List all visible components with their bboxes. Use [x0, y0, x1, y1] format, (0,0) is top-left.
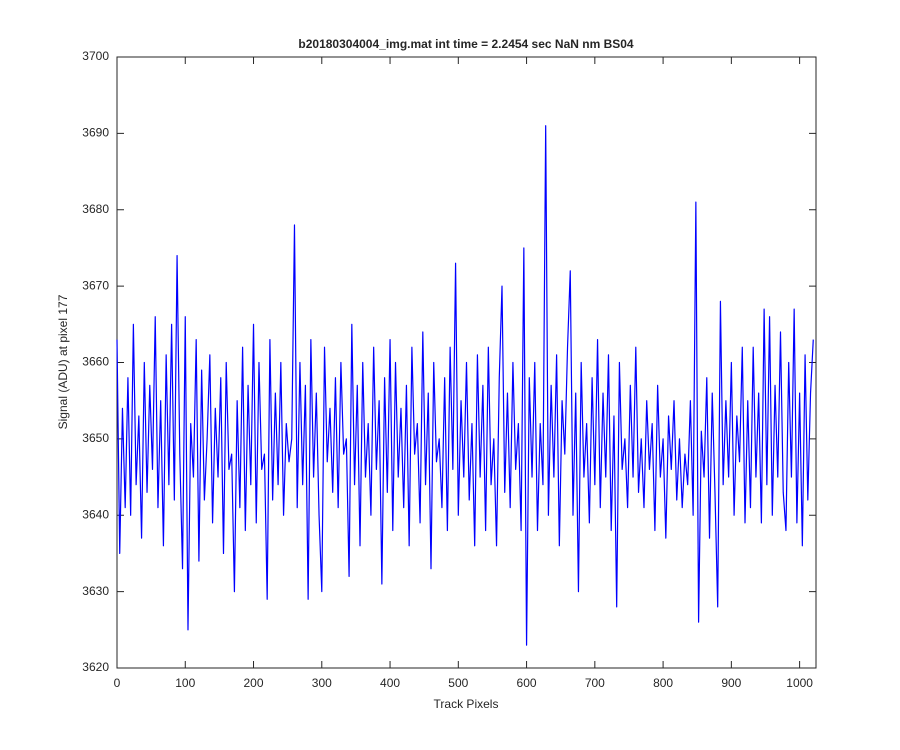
x-tick-label: 800 [653, 676, 673, 690]
x-tick-label: 300 [312, 676, 332, 690]
y-tick-label: 3630 [82, 584, 109, 598]
y-tick-label: 3700 [82, 49, 109, 63]
y-tick-label: 3680 [82, 202, 109, 216]
data-line [116, 125, 814, 646]
y-tick-label: 3690 [82, 126, 109, 140]
x-tick-label: 500 [448, 676, 468, 690]
y-tick-label: 3620 [82, 660, 109, 674]
y-tick-label: 3670 [82, 278, 109, 292]
x-tick-label: 700 [585, 676, 605, 690]
x-tick-label: 100 [175, 676, 195, 690]
x-tick-label: 0 [114, 676, 121, 690]
y-tick-label: 3640 [82, 507, 109, 521]
x-tick-label: 400 [380, 676, 400, 690]
y-tick-label: 3660 [82, 355, 109, 369]
y-tick-label: 3650 [82, 431, 109, 445]
y-axis-label: Signal (ADU) at pixel 177 [56, 294, 70, 429]
x-tick-label: 900 [721, 676, 741, 690]
x-axis-label: Track Pixels [434, 697, 499, 711]
x-tick-label: 200 [244, 676, 264, 690]
x-tick-label: 600 [517, 676, 537, 690]
chart-title: b20180304004_img.mat int time = 2.2454 s… [298, 37, 634, 51]
x-tick-label: 1000 [786, 676, 813, 690]
